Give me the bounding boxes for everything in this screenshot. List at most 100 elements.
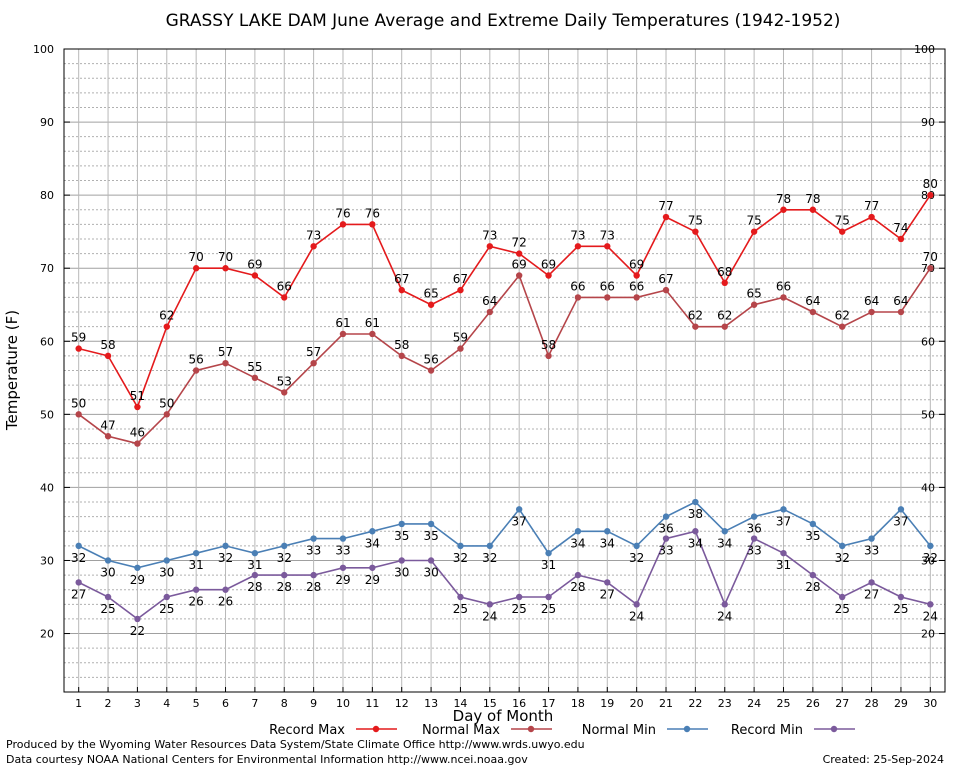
data-label: 51 (130, 389, 145, 403)
data-label: 24 (923, 609, 938, 623)
y-tick-label: 20 (40, 628, 54, 641)
data-label: 64 (805, 294, 820, 308)
data-label: 28 (247, 580, 262, 594)
data-label: 67 (658, 272, 673, 286)
data-point (927, 265, 934, 272)
data-label: 66 (570, 279, 585, 293)
data-labels: 59 58 51 62 70 70 69 66 73 76 76 67 65 67 73 72 69 73 73 69… (71, 177, 938, 638)
data-label: 69 (247, 258, 262, 272)
data-point (104, 352, 112, 360)
data-label: 59 (71, 331, 86, 345)
data-point (868, 308, 875, 316)
data-label: 29 (335, 573, 350, 587)
data-label: 28 (277, 580, 292, 594)
data-label: 58 (100, 338, 115, 352)
data-label: 62 (835, 309, 850, 323)
data-point (310, 535, 317, 542)
data-label: 28 (306, 580, 321, 594)
data-point (163, 593, 170, 601)
data-point (222, 586, 229, 593)
x-tick-label: 25 (776, 697, 790, 710)
x-tick-label: 10 (336, 697, 350, 710)
data-point (750, 228, 758, 235)
y-tick-label-right: 30 (921, 554, 935, 567)
data-point (369, 330, 376, 338)
data-point (427, 520, 435, 528)
data-point (222, 359, 229, 367)
legend-marker (683, 725, 691, 733)
data-label: 62 (688, 309, 703, 323)
data-label: 33 (658, 544, 673, 558)
x-tick-label: 6 (222, 697, 229, 710)
data-label: 32 (482, 551, 497, 565)
y-tick-label: 70 (40, 262, 54, 275)
data-label: 31 (189, 558, 204, 572)
data-label: 36 (658, 522, 673, 536)
data-label: 35 (394, 529, 409, 543)
data-point (750, 301, 758, 308)
x-tick-label: 26 (806, 697, 820, 710)
data-label: 66 (600, 279, 615, 293)
data-label: 57 (218, 345, 233, 359)
data-label: 61 (335, 316, 350, 330)
data-label: 34 (600, 536, 615, 550)
data-label: 34 (570, 536, 585, 550)
data-point (457, 593, 464, 601)
y-tick-label-right: 20 (921, 628, 935, 641)
footer-created-date: Created: 25-Sep-2024 (822, 753, 944, 766)
legend-marker (830, 725, 838, 733)
data-point (604, 528, 611, 535)
data-point (897, 235, 905, 243)
data-point (574, 571, 582, 579)
data-point (486, 308, 494, 316)
data-point (457, 286, 464, 294)
legend-label: Normal Min (582, 723, 656, 738)
data-label: 77 (864, 199, 879, 213)
data-point (398, 520, 405, 528)
data-point (692, 228, 699, 235)
data-point (721, 601, 728, 608)
data-label: 75 (688, 214, 703, 228)
data-label: 31 (247, 558, 262, 572)
data-point (427, 557, 435, 564)
data-point (192, 367, 200, 374)
x-tick-label: 22 (688, 697, 702, 710)
legend-label: Record Min (731, 723, 803, 738)
data-point (839, 228, 846, 235)
data-point (134, 615, 141, 623)
data-point (486, 601, 494, 608)
data-point (134, 564, 141, 571)
data-point (839, 323, 846, 330)
footer-produced-by: Produced by the Wyoming Water Resources … (6, 738, 585, 751)
x-tick-label: 20 (630, 697, 644, 710)
data-point (809, 308, 817, 316)
data-label: 37 (512, 514, 527, 528)
data-label: 22 (130, 624, 145, 638)
data-label: 65 (746, 287, 761, 301)
data-label: 58 (394, 338, 409, 352)
legend-label: Record Max (269, 723, 345, 738)
series-group (75, 191, 934, 623)
x-tick-label: 21 (659, 697, 673, 710)
data-point (339, 330, 347, 338)
data-point (251, 374, 259, 382)
data-label: 55 (247, 360, 262, 374)
data-point (545, 593, 552, 601)
chart-title: GRASSY LAKE DAM June Average and Extreme… (166, 11, 841, 31)
data-label: 25 (453, 602, 468, 616)
data-point (75, 411, 82, 418)
axis-ticks: 2020303040405050606070708080909010010012… (33, 43, 945, 710)
y-tick-label: 40 (40, 481, 54, 494)
data-point (574, 294, 582, 301)
data-label: 57 (306, 345, 321, 359)
data-point (163, 557, 170, 564)
data-point (251, 571, 259, 579)
data-label: 70 (923, 250, 938, 264)
data-label: 37 (893, 514, 908, 528)
data-point (633, 601, 640, 608)
data-point (633, 294, 640, 301)
series-line-2 (78, 501, 931, 569)
data-label: 32 (923, 551, 938, 565)
data-label: 67 (453, 272, 468, 286)
